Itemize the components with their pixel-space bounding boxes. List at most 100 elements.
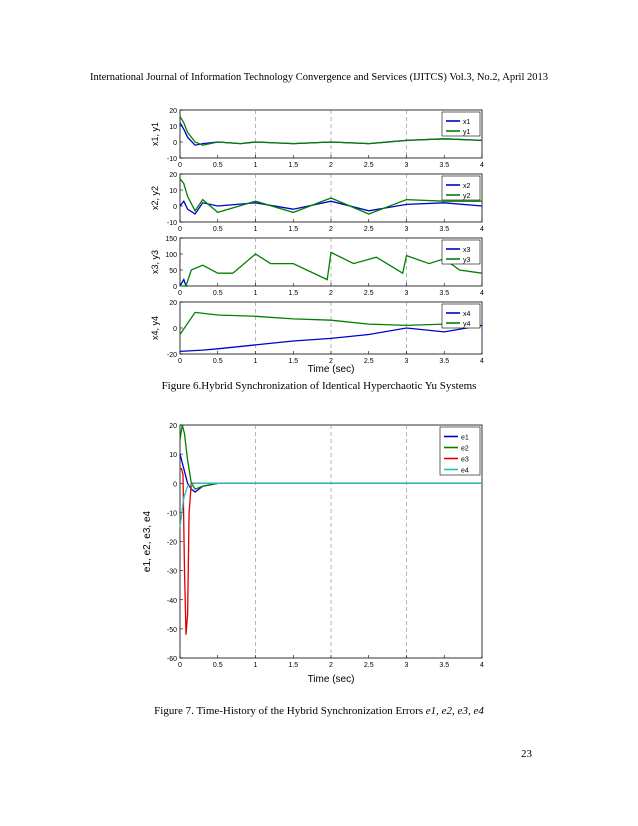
fig6-panel3-legend-box xyxy=(441,239,481,265)
fig7-ytick-label: -20 xyxy=(167,540,177,547)
fig6-panel3-xtick-label: 1.5 xyxy=(288,290,298,297)
fig6-panel2-ylabel: x2, y2 xyxy=(150,186,160,210)
fig6-panel1-ytick-label: 10 xyxy=(169,124,177,131)
fig7-ytick-label: -60 xyxy=(167,656,177,663)
fig6-panel4-xtick-label: 3 xyxy=(405,358,409,365)
fig6-panel1-legend-label: y1 xyxy=(463,129,471,136)
fig7-legend-label: e1 xyxy=(461,435,469,442)
fig6-panel4-xtick-label: 2.5 xyxy=(364,358,374,365)
fig7-xtick-label: 0.5 xyxy=(213,662,223,669)
fig7-xtick-label: 1.5 xyxy=(288,662,298,669)
fig6-panel1-ylabel: x1, y1 xyxy=(150,122,160,146)
fig7-ytick-label: -10 xyxy=(167,510,177,517)
fig6-panel4-xtick-label: 3.5 xyxy=(439,358,449,365)
fig6-panel1-xtick-label: 1 xyxy=(254,162,258,169)
fig6-panel3-xtick-label: 2 xyxy=(329,290,333,297)
fig6-panel2-legend-label: y2 xyxy=(463,193,471,200)
fig7-ytick-label: 20 xyxy=(169,423,177,430)
fig6-panel2-xtick-label: 2.5 xyxy=(364,226,374,233)
figure7-caption-text: Figure 7. Time-History of the Hybrid Syn… xyxy=(154,705,424,717)
fig7-xtick-label: 2 xyxy=(329,662,333,669)
fig7-legend-label: e3 xyxy=(461,457,469,464)
fig6-panel2-series-y2 xyxy=(179,178,482,215)
fig6-panel1-xtick-label: 0 xyxy=(178,162,182,169)
figure6-caption: Figure 6.Hybrid Synchronization of Ident… xyxy=(161,380,477,392)
figure7-caption-vars: e1, e2, e3, e4 xyxy=(425,705,484,717)
fig6-panel3-legend-label: x3 xyxy=(463,247,471,254)
fig7-xtick-label: 3 xyxy=(405,662,409,669)
fig7-xtick-label: 4 xyxy=(480,662,484,669)
page-number: 23 xyxy=(521,748,532,760)
fig6-panel1-xtick-label: 2 xyxy=(329,162,333,169)
fig6-panel3-legend-label: y3 xyxy=(463,257,471,264)
fig7-ytick-label: -50 xyxy=(167,627,177,634)
fig6-panel3-xtick-label: 2.5 xyxy=(364,290,374,297)
fig6-panel3-ytick-label: 150 xyxy=(165,236,177,243)
fig6-panel2-xtick-label: 2 xyxy=(329,226,333,233)
fig6-panel3-ytick-label: 100 xyxy=(165,252,177,259)
fig6-panel1-xtick-label: 1.5 xyxy=(288,162,298,169)
fig6-panel3-series-x3 xyxy=(179,278,188,287)
fig6-panel2-ytick-label: -10 xyxy=(167,220,177,227)
fig6-panel3-series-y3 xyxy=(180,251,483,287)
fig6-panel4-ytick-label: -20 xyxy=(167,352,177,359)
fig6-panel2-series-x2 xyxy=(179,199,483,215)
figure7-caption: Figure 7. Time-History of the Hybrid Syn… xyxy=(0,705,638,717)
fig7-xtick-label: 0 xyxy=(178,662,182,669)
fig6-panel1-ytick-label: 20 xyxy=(169,108,177,115)
fig7-xtick-label: 1 xyxy=(254,662,258,669)
fig6-panel4-xtick-label: 1.5 xyxy=(288,358,298,365)
fig7-ytick-label: -40 xyxy=(167,598,177,605)
fig6-panel1-xtick-label: 4 xyxy=(480,162,484,169)
fig6-panel1-ytick-label: 0 xyxy=(173,140,177,147)
fig6-panel2-xtick-label: 3 xyxy=(405,226,409,233)
fig6-panel2-legend-label: x2 xyxy=(463,183,471,190)
fig6-panel4-series-y4 xyxy=(179,311,445,335)
fig6-panel2-xtick-label: 3.5 xyxy=(439,226,449,233)
fig6-panel3-ylabel: x3, y3 xyxy=(150,250,160,274)
fig7-xtick-label: 2.5 xyxy=(364,662,374,669)
fig6-panel3-ytick-label: 0 xyxy=(173,284,177,291)
fig6-panel2-xtick-label: 0.5 xyxy=(213,226,223,233)
fig6-panel4-legend-label: y4 xyxy=(463,321,471,328)
fig7-xlabel: Time (sec) xyxy=(308,674,355,685)
fig6-panel2-xtick-label: 0 xyxy=(178,226,182,233)
fig6-panel3-xtick-label: 1 xyxy=(254,290,258,297)
fig6-panel1-legend-label: x1 xyxy=(463,119,471,126)
fig6-panel3-xtick-label: 4 xyxy=(480,290,484,297)
fig6-panel2-xtick-label: 1 xyxy=(254,226,258,233)
fig6-panel3-xtick-label: 0.5 xyxy=(213,290,223,297)
fig6-panel4-xtick-label: 2 xyxy=(329,358,333,365)
fig7-ytick-label: -30 xyxy=(167,569,177,576)
fig6-panel1-xtick-label: 0.5 xyxy=(213,162,223,169)
fig6-panel4-series-x4 xyxy=(179,324,483,353)
fig6-panel4-ylabel: x4, y4 xyxy=(150,316,160,340)
fig7-xtick-label: 3.5 xyxy=(439,662,449,669)
fig6-xlabel: Time (sec) xyxy=(308,364,355,375)
fig6-panel4-xtick-label: 4 xyxy=(480,358,484,365)
fig6-panel2-ytick-label: 20 xyxy=(169,172,177,179)
fig6-panel3-xtick-label: 3 xyxy=(405,290,409,297)
fig6-panel3-ytick-label: 50 xyxy=(169,268,177,275)
fig6-panel4-xtick-label: 0.5 xyxy=(213,358,223,365)
fig7-legend-label: e2 xyxy=(461,446,469,453)
fig6-panel2-ytick-label: 0 xyxy=(173,204,177,211)
fig6-panel3-xtick-label: 3.5 xyxy=(439,290,449,297)
fig7-ytick-label: 0 xyxy=(173,481,177,488)
fig6-panel1-xtick-label: 3.5 xyxy=(439,162,449,169)
fig6-panel1-ytick-label: -10 xyxy=(167,156,177,163)
fig6-panel2-ytick-label: 10 xyxy=(169,188,177,195)
journal-header: International Journal of Information Tec… xyxy=(89,72,549,83)
fig6-panel2-legend-box xyxy=(441,175,481,201)
fig7-legend-label: e4 xyxy=(461,468,469,475)
fig6-panel3-xtick-label: 0 xyxy=(178,290,182,297)
fig6-panel1-xtick-label: 2.5 xyxy=(364,162,374,169)
fig6-panel1-series-y1 xyxy=(179,116,483,146)
fig6-panel1-xtick-label: 3 xyxy=(405,162,409,169)
fig6-panel4-xtick-label: 0 xyxy=(178,358,182,365)
fig7-ylabel: e1, e2, e3, e4 xyxy=(142,510,153,572)
fig7-legend-box xyxy=(439,426,481,476)
fig6-panel4-legend-label: x4 xyxy=(463,311,471,318)
fig6-panel1-legend-box xyxy=(441,111,481,137)
